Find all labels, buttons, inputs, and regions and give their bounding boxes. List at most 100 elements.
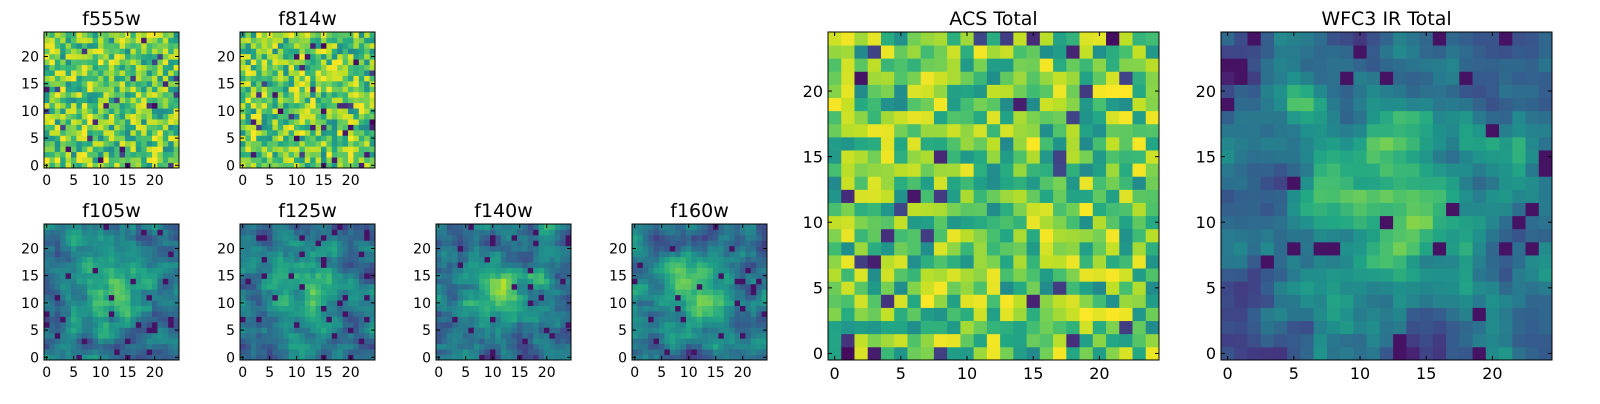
heatmap-cell — [841, 176, 855, 190]
heatmap-cell — [98, 135, 104, 141]
heatmap-cell — [1459, 189, 1473, 203]
heatmap-cell — [141, 229, 147, 235]
heatmap-cell — [66, 103, 72, 109]
heatmap-cell — [718, 229, 724, 235]
heatmap-cell — [120, 157, 126, 163]
heatmap-cell — [55, 130, 61, 136]
heatmap-cell — [1119, 268, 1133, 282]
heatmap-cell — [1106, 308, 1120, 322]
heatmap-cell — [745, 349, 751, 355]
heatmap-cell — [66, 32, 72, 38]
heatmap-cell — [1353, 163, 1367, 177]
heatmap-cell — [147, 235, 153, 241]
heatmap-cell — [868, 268, 882, 282]
heatmap-cell — [1093, 111, 1107, 125]
heatmap-cell — [490, 262, 496, 268]
heatmap-cell — [436, 295, 442, 301]
heatmap-cell — [1080, 32, 1094, 46]
heatmap-cell — [130, 284, 136, 290]
heatmap-cell — [1367, 229, 1381, 243]
heatmap-cell — [485, 251, 491, 257]
heatmap-cell — [294, 289, 300, 295]
heatmap-cell — [103, 338, 109, 344]
heatmap-cell — [495, 251, 501, 257]
heatmap-cell — [66, 130, 72, 136]
heatmap-cell — [1499, 308, 1513, 322]
heatmap-cell — [76, 86, 82, 92]
heatmap-cell — [49, 70, 55, 76]
heatmap-cell — [66, 70, 72, 76]
heatmap-cell — [1093, 321, 1107, 335]
heatmap-cell — [103, 327, 109, 333]
heatmap-cell — [539, 224, 545, 230]
heatmap-cell — [1146, 268, 1160, 282]
heatmap-cell — [359, 229, 365, 235]
heatmap-cell — [947, 111, 961, 125]
heatmap-cell — [828, 176, 842, 190]
heatmap-cell — [120, 54, 126, 60]
heatmap-cell — [245, 141, 251, 147]
heatmap-cell — [316, 124, 322, 130]
heatmap-cell — [686, 316, 692, 322]
heatmap-cell — [632, 278, 638, 284]
heatmap-cell — [359, 76, 365, 82]
heatmap-cell — [332, 59, 338, 65]
heatmap-cell — [44, 146, 50, 152]
heatmap-cell — [240, 86, 246, 92]
heatmap-cell — [1433, 189, 1447, 203]
heatmap-cell — [364, 152, 370, 158]
heatmap-cell — [337, 229, 343, 235]
heatmap-cell — [60, 119, 66, 125]
heatmap-cell — [256, 316, 262, 322]
heatmap-cell — [103, 32, 109, 38]
heatmap-cell — [316, 114, 322, 120]
heatmap-cell — [353, 251, 359, 257]
heatmap-cell — [643, 289, 649, 295]
heatmap-cell — [66, 262, 72, 268]
heatmap-cell — [1380, 281, 1394, 295]
heatmap-cell — [934, 98, 948, 112]
heatmap-cell — [87, 268, 93, 274]
heatmap-cell — [1000, 242, 1014, 256]
heatmap-cell — [66, 246, 72, 252]
heatmap-cell — [458, 306, 464, 312]
heatmap-cell — [321, 316, 327, 322]
heatmap-cell — [262, 273, 268, 279]
heatmap-cell — [310, 316, 316, 322]
heatmap-cell — [713, 229, 719, 235]
heatmap-cell — [436, 306, 442, 312]
heatmap-cell — [272, 141, 278, 147]
heatmap-cell — [974, 71, 988, 85]
heatmap-cell — [654, 295, 660, 301]
heatmap-cell — [147, 135, 153, 141]
heatmap-cell — [55, 76, 61, 82]
heatmap-cell — [251, 273, 257, 279]
heatmap-cell — [555, 316, 561, 322]
heatmap-cell — [868, 216, 882, 230]
heatmap-cell — [157, 316, 163, 322]
heatmap-cell — [321, 141, 327, 147]
heatmap-cell — [643, 240, 649, 246]
heatmap-cell — [359, 349, 365, 355]
heatmap-cell — [321, 146, 327, 152]
heatmap-cell — [1221, 176, 1235, 190]
heatmap-cell — [245, 289, 251, 295]
heatmap-cell — [337, 289, 343, 295]
heatmap-cell — [659, 268, 665, 274]
heatmap-cell — [1287, 321, 1301, 335]
heatmap-cell — [691, 262, 697, 268]
heatmap-cell — [93, 273, 99, 279]
heatmap-cell — [168, 48, 174, 54]
heatmap-cell — [1093, 334, 1107, 348]
heatmap-cell — [114, 65, 120, 71]
heatmap-cell — [697, 322, 703, 328]
heatmap-cell — [555, 311, 561, 317]
heatmap-cell — [326, 295, 332, 301]
heatmap-cell — [343, 235, 349, 241]
heatmap-cell — [326, 152, 332, 158]
heatmap-cell — [256, 289, 262, 295]
heatmap-cell — [147, 251, 153, 257]
heatmap-cell — [147, 92, 153, 98]
heatmap-cell — [664, 311, 670, 317]
